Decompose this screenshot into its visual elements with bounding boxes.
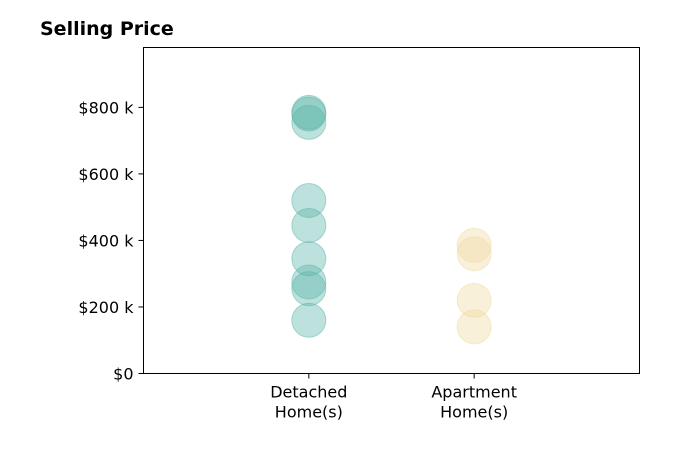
point-series1-1 <box>456 282 492 318</box>
point-series1-3 <box>456 227 492 263</box>
point-series0-4 <box>291 207 327 243</box>
point-series0-0 <box>291 302 327 338</box>
y-axis: $0 $200 k $400 k $600 k $800 k <box>78 98 144 384</box>
x-tick-label: Apartment <box>431 383 517 402</box>
point-series0-8 <box>291 94 327 130</box>
y-tick-label: $0 <box>113 365 133 384</box>
point-series1-2 <box>456 236 492 272</box>
y-tick-label: $400 k <box>78 231 134 250</box>
plot-frame <box>143 47 640 374</box>
point-series0-6 <box>291 104 327 140</box>
chart-title: Selling Price <box>40 18 174 40</box>
point-series0-3 <box>291 241 327 277</box>
y-tick-label: $600 k <box>78 165 134 184</box>
x-tick-label: Home(s) <box>275 403 343 422</box>
y-tick-label: $200 k <box>78 298 134 317</box>
y-tick-label: $800 k <box>78 98 134 117</box>
points-layer <box>291 94 492 345</box>
point-series1-0 <box>456 309 492 345</box>
x-tick-label: Home(s) <box>440 403 508 422</box>
point-series0-5 <box>291 183 327 219</box>
x-tick-label: Detached <box>270 383 347 402</box>
